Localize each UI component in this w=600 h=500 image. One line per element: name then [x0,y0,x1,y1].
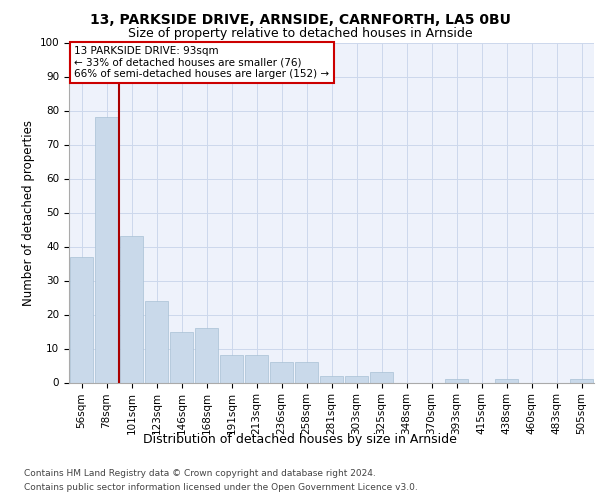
Bar [344,376,368,382]
Bar [370,372,394,382]
Text: Size of property relative to detached houses in Arnside: Size of property relative to detached ho… [128,28,472,40]
Bar [494,379,518,382]
Text: Contains HM Land Registry data © Crown copyright and database right 2024.: Contains HM Land Registry data © Crown c… [24,469,376,478]
Bar [70,256,94,382]
Text: Distribution of detached houses by size in Arnside: Distribution of detached houses by size … [143,432,457,446]
Bar [445,379,469,382]
Bar [269,362,293,382]
Text: 13 PARKSIDE DRIVE: 93sqm
← 33% of detached houses are smaller (76)
66% of semi-d: 13 PARKSIDE DRIVE: 93sqm ← 33% of detach… [74,46,329,79]
Text: 13, PARKSIDE DRIVE, ARNSIDE, CARNFORTH, LA5 0BU: 13, PARKSIDE DRIVE, ARNSIDE, CARNFORTH, … [89,12,511,26]
Bar [145,301,169,382]
Text: Contains public sector information licensed under the Open Government Licence v3: Contains public sector information licen… [24,482,418,492]
Bar [220,356,244,382]
Bar [569,379,593,382]
Bar [320,376,343,382]
Y-axis label: Number of detached properties: Number of detached properties [22,120,35,306]
Bar [194,328,218,382]
Bar [119,236,143,382]
Bar [245,356,268,382]
Bar [295,362,319,382]
Bar [170,332,193,382]
Bar [95,118,118,382]
